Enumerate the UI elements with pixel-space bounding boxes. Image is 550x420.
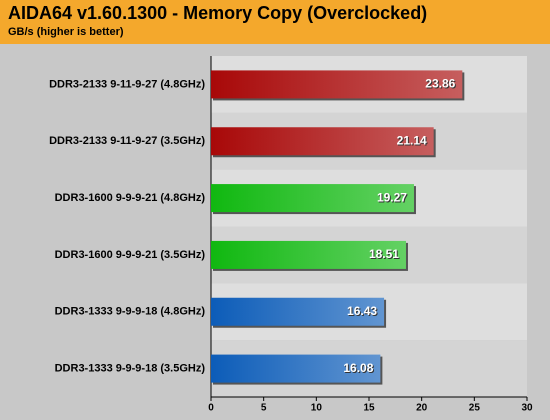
- x-tick-label: 25: [469, 403, 481, 414]
- y-tick-label: DDR3-2133 9-11-9-27 (4.8GHz): [49, 78, 205, 90]
- header: [0, 0, 550, 44]
- bar: [211, 297, 385, 326]
- chart-subtitle: GB/s (higher is better): [8, 26, 124, 38]
- y-tick-label: DDR3-2133 9-11-9-27 (3.5GHz): [49, 135, 205, 147]
- y-tick-label: DDR3-1333 9-9-9-18 (3.5GHz): [55, 362, 206, 374]
- y-tick-label: DDR3-1600 9-9-9-21 (3.5GHz): [55, 249, 206, 261]
- value-label: 21.14: [397, 133, 427, 147]
- value-label: 23.86: [425, 77, 455, 91]
- bar: [211, 354, 381, 383]
- bar: [211, 184, 414, 213]
- value-label-shadow: 19.27: [378, 191, 408, 205]
- bar: [211, 70, 463, 99]
- value-label-shadow: 21.14: [398, 134, 428, 148]
- bar: [211, 127, 434, 156]
- value-label: 16.43: [347, 304, 377, 318]
- value-label-shadow: 18.51: [370, 248, 400, 262]
- y-tick-label: DDR3-1333 9-9-9-18 (4.8GHz): [55, 306, 206, 318]
- y-tick-label: DDR3-1600 9-9-9-21 (4.8GHz): [55, 192, 206, 204]
- bar: [211, 240, 406, 269]
- x-tick-label: 5: [261, 403, 267, 414]
- value-label: 18.51: [369, 247, 399, 261]
- value-label: 16.08: [343, 361, 373, 375]
- chart-title: AIDA64 v1.60.1300 - Memory Copy (Overclo…: [8, 3, 427, 23]
- x-tick-label: 15: [363, 403, 375, 414]
- x-tick-label: 20: [416, 403, 428, 414]
- value-label-shadow: 16.08: [344, 362, 374, 376]
- x-tick-label: 30: [521, 403, 533, 414]
- value-label: 19.27: [377, 190, 407, 204]
- value-label-shadow: 16.43: [348, 305, 378, 319]
- x-tick-label: 0: [208, 403, 214, 414]
- x-tick-label: 10: [311, 403, 323, 414]
- value-label-shadow: 23.86: [426, 78, 456, 92]
